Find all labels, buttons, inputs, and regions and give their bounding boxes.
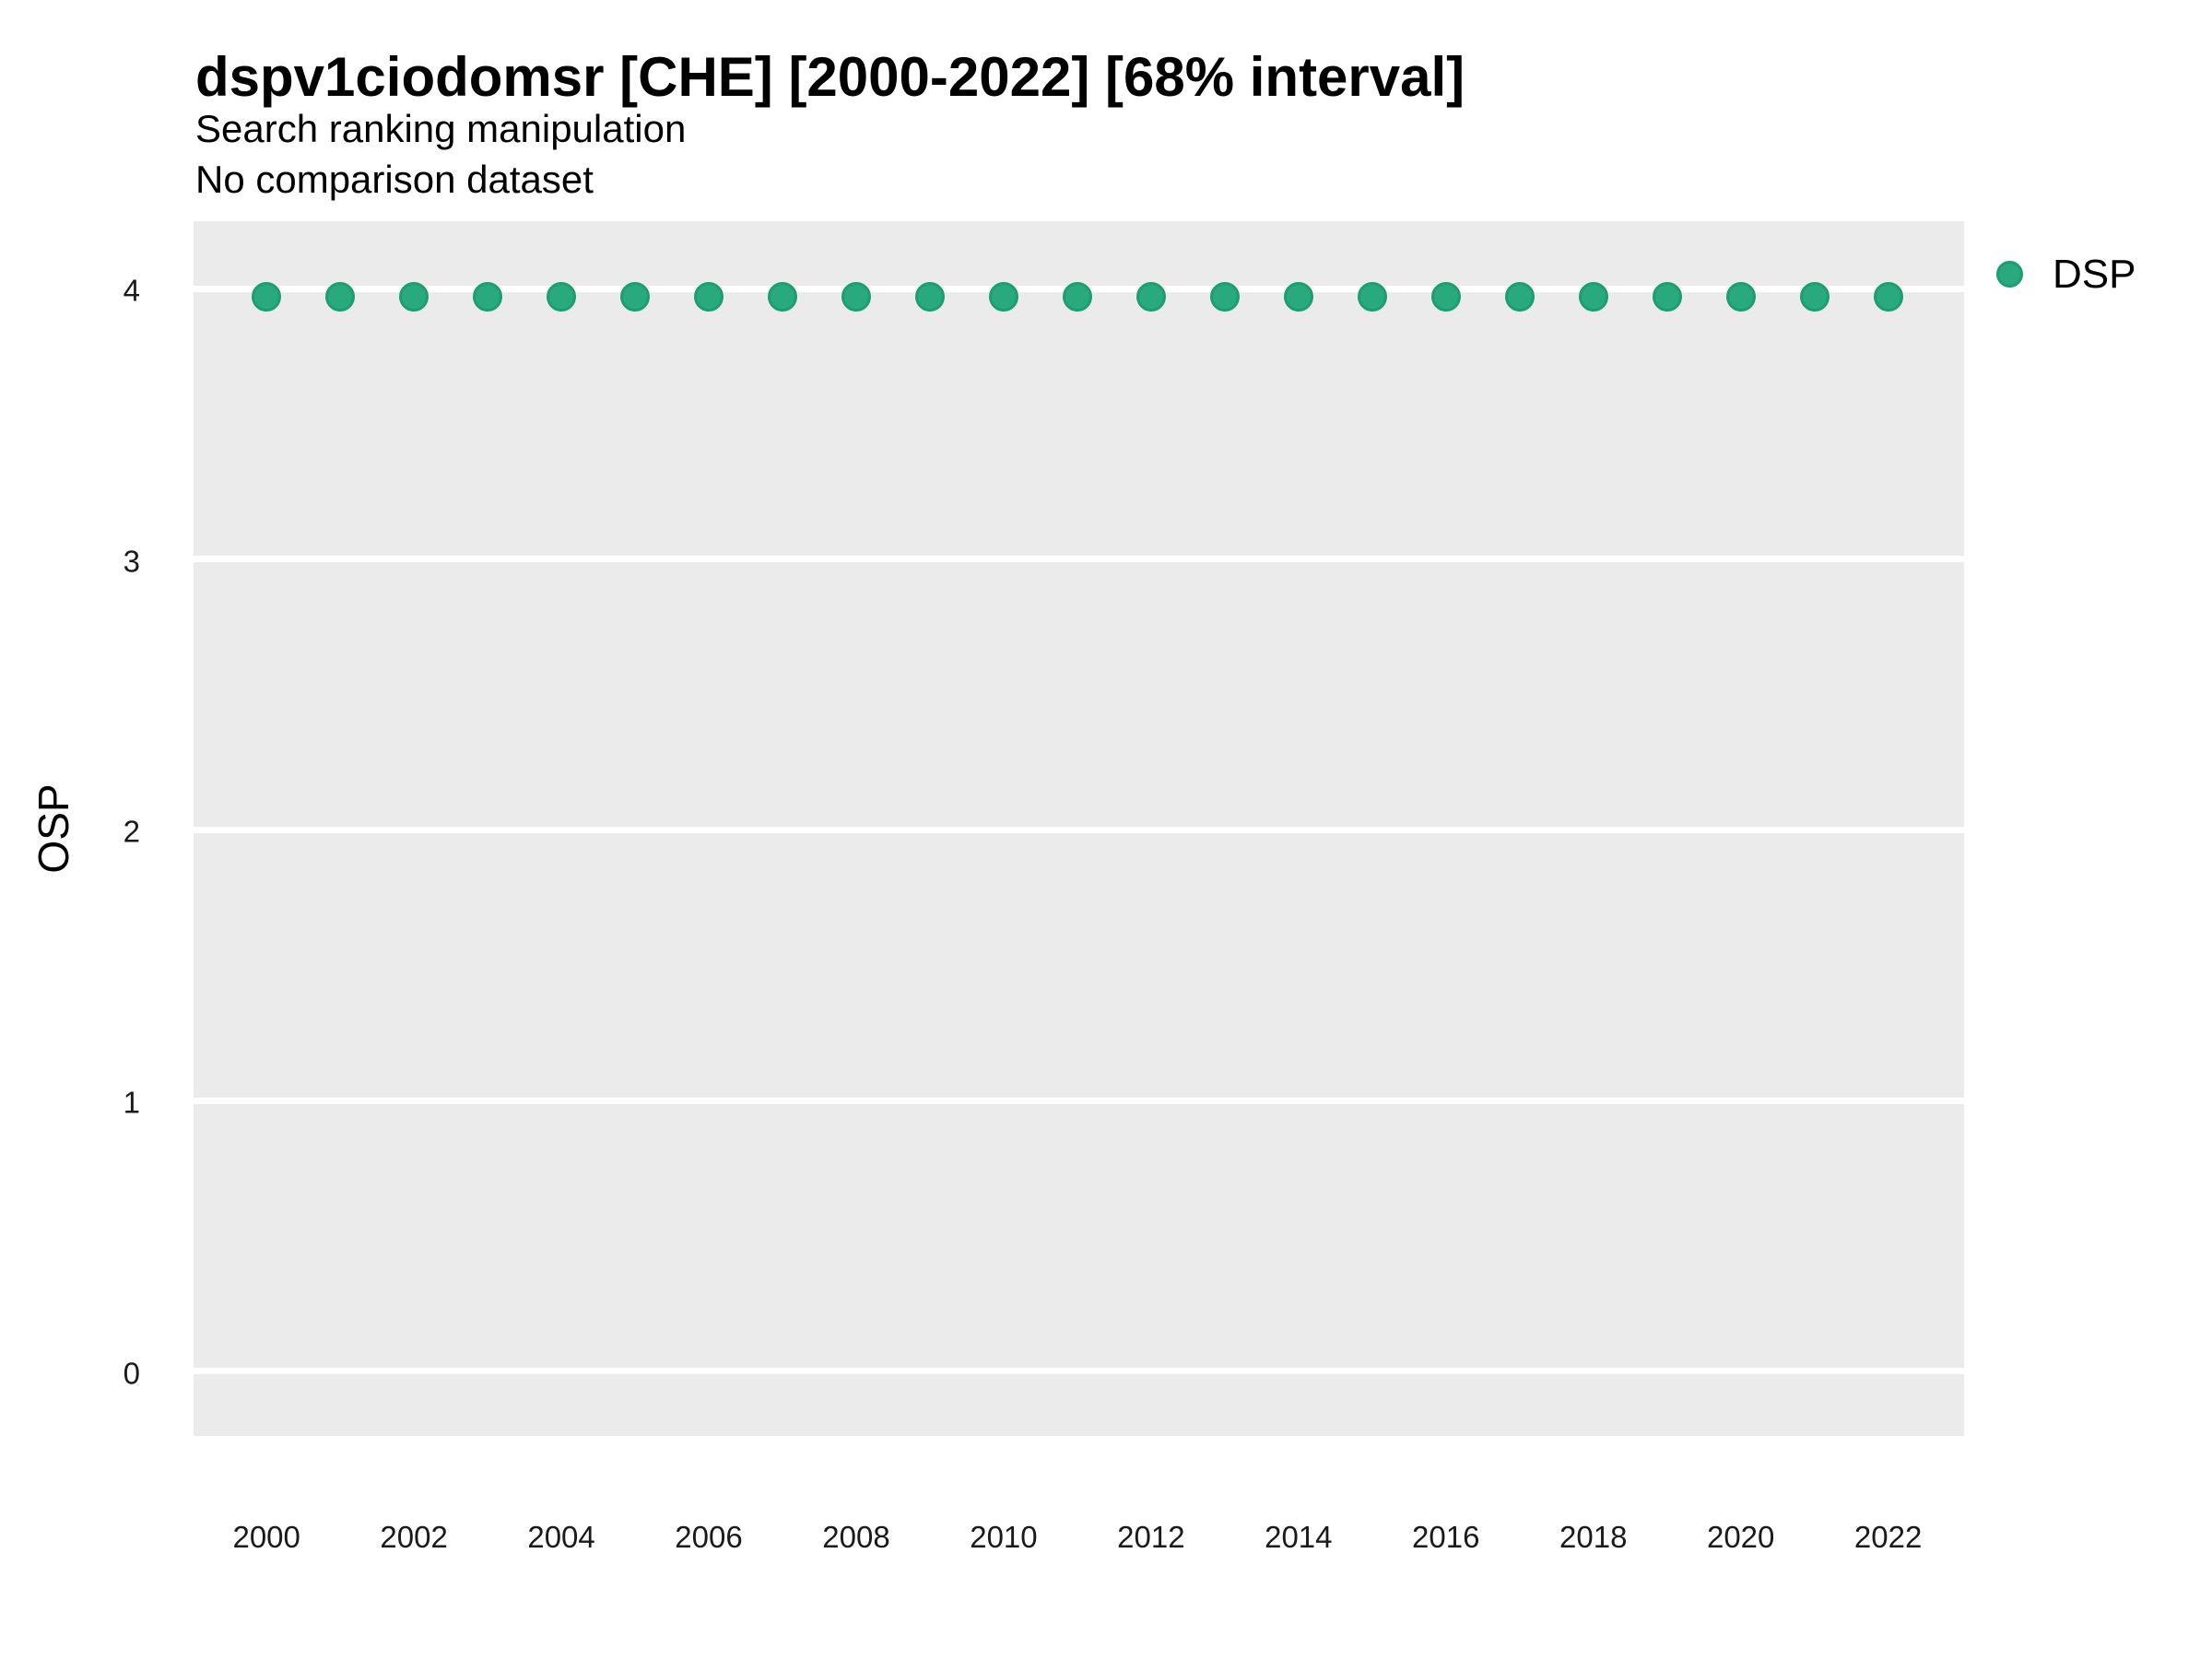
y-tick-label-0: 0 <box>123 1356 140 1391</box>
chart-subtitle: Search ranking manipulation <box>195 107 687 150</box>
plot-panel <box>194 221 1964 1436</box>
data-point-DSP-2015 <box>1357 282 1387 312</box>
chart-title: dspv1ciodomsr [CHE] [2000-2022] [68% int… <box>195 46 1465 108</box>
x-tick-label-2006: 2006 <box>675 1520 743 1554</box>
x-tick-label-2010: 2010 <box>970 1520 1038 1554</box>
data-point-DSP-2005 <box>620 282 651 312</box>
data-point-DSP-2017 <box>1504 282 1535 312</box>
y-tick-label-2: 2 <box>123 814 140 849</box>
x-tick-label-2008: 2008 <box>822 1520 890 1554</box>
data-point-DSP-2018 <box>1578 282 1608 312</box>
data-point-DSP-2010 <box>988 282 1018 312</box>
data-point-DSP-2014 <box>1283 282 1313 312</box>
data-point-DSP-2008 <box>841 282 871 312</box>
x-tick-label-2016: 2016 <box>1412 1520 1480 1554</box>
data-point-DSP-2022 <box>1873 282 1903 312</box>
data-point-DSP-2007 <box>768 282 797 312</box>
legend-point-swatch <box>1996 261 2023 288</box>
data-point-DSP-2020 <box>1725 282 1756 312</box>
chart-note: No comparison dataset <box>195 158 594 201</box>
x-tick-label-2002: 2002 <box>380 1520 448 1554</box>
data-point-DSP-2009 <box>914 282 945 312</box>
gridline-y-1 <box>194 1097 1964 1104</box>
y-tick-label-4: 4 <box>123 273 140 308</box>
y-tick-label-3: 3 <box>123 544 140 579</box>
x-tick-label-2022: 2022 <box>1853 1520 1923 1554</box>
data-point-DSP-2021 <box>1799 282 1830 312</box>
y-tick-label-1: 1 <box>123 1085 140 1120</box>
data-point-DSP-2003 <box>473 282 503 312</box>
x-tick-label-2000: 2000 <box>232 1520 300 1554</box>
data-point-DSP-2013 <box>1209 282 1240 312</box>
x-tick-label-2020: 2020 <box>1706 1520 1775 1554</box>
data-point-DSP-2004 <box>547 282 577 312</box>
x-tick-label-2012: 2012 <box>1117 1520 1185 1554</box>
x-tick-label-2004: 2004 <box>527 1520 595 1554</box>
data-point-DSP-2001 <box>325 282 356 312</box>
legend-label: DSP <box>2053 252 2136 297</box>
data-point-DSP-2002 <box>399 282 429 312</box>
gridline-y-3 <box>194 556 1964 563</box>
data-point-DSP-2019 <box>1652 282 1682 312</box>
data-point-DSP-2012 <box>1135 282 1166 312</box>
gridline-y-2 <box>194 826 1964 833</box>
y-axis-title: OSP <box>29 783 77 874</box>
x-tick-label-2018: 2018 <box>1559 1520 1628 1554</box>
x-tick-label-2014: 2014 <box>1265 1520 1333 1554</box>
gridline-y-0 <box>194 1368 1964 1375</box>
data-point-DSP-2011 <box>1062 282 1092 312</box>
data-point-DSP-2000 <box>252 282 282 312</box>
data-point-DSP-2006 <box>694 282 724 312</box>
data-point-DSP-2016 <box>1430 282 1461 312</box>
